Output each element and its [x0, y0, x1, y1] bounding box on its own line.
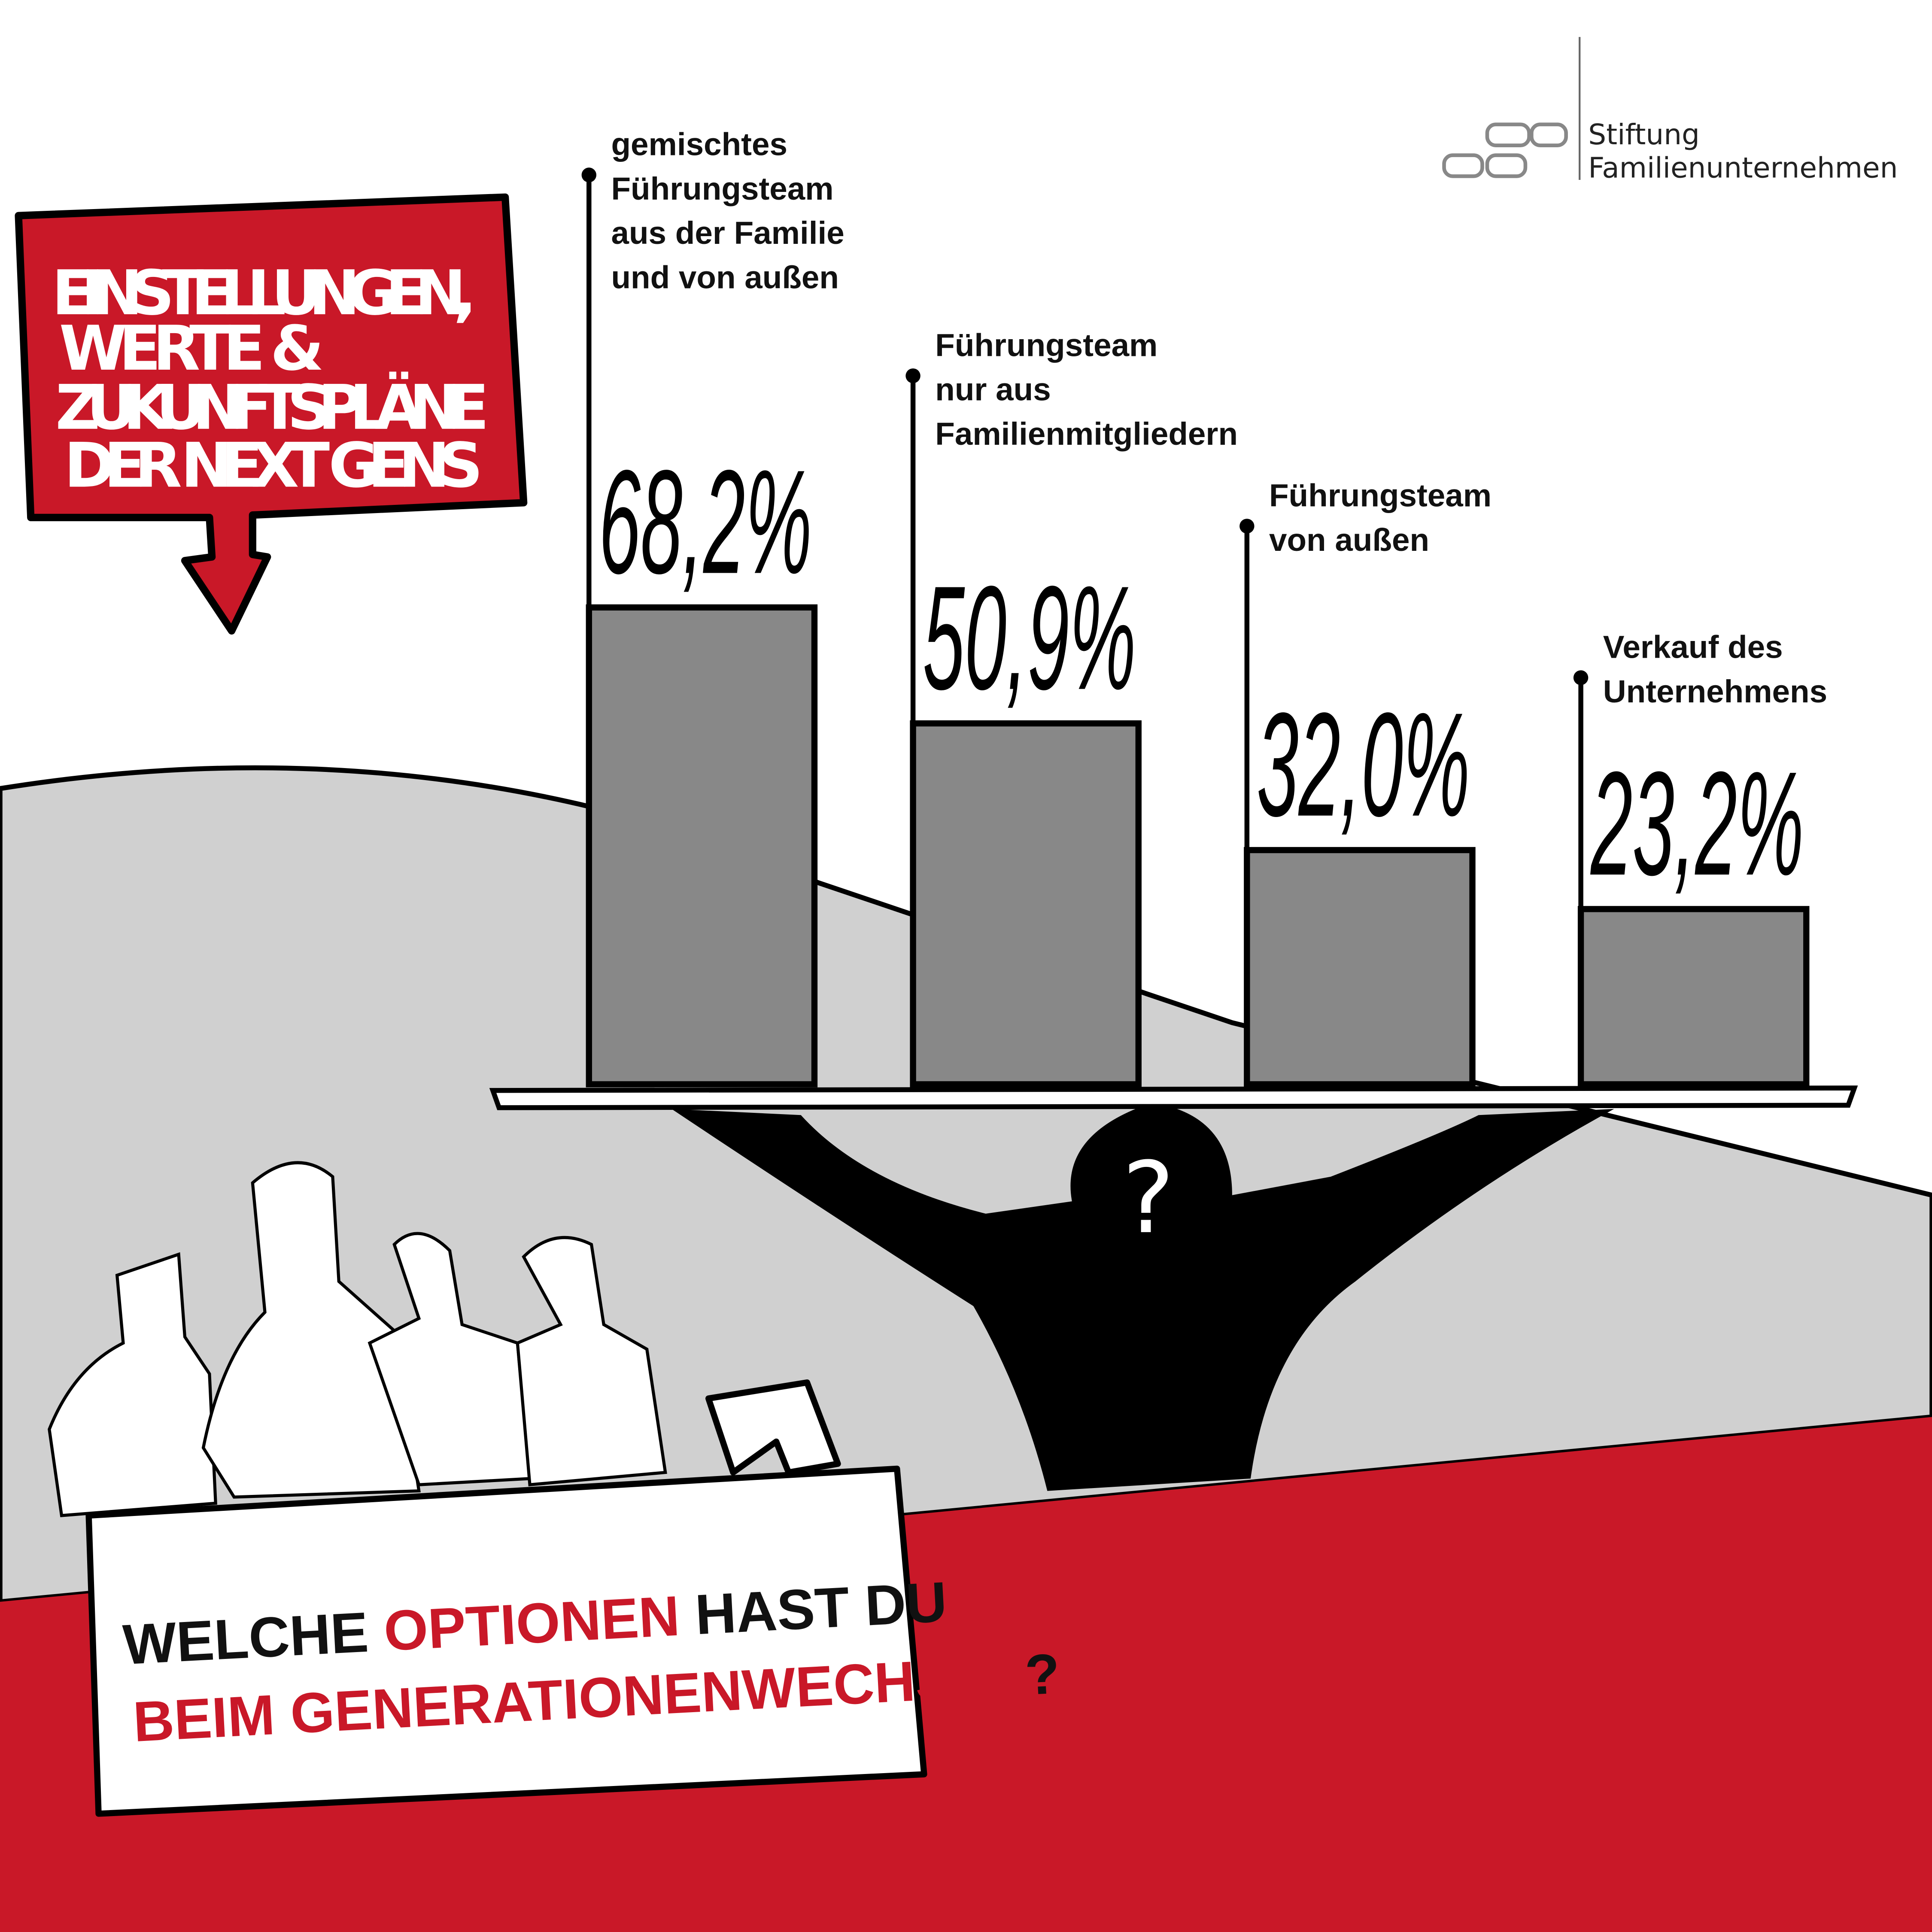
category-label-line: Führungsteam — [935, 327, 1157, 363]
bar — [1244, 847, 1476, 1088]
data-label: 50,9% — [923, 555, 1136, 720]
category-label-line: nur aus — [935, 371, 1051, 407]
tray — [489, 1085, 1858, 1110]
question-mark-icon: ? — [1122, 1141, 1175, 1256]
banner-line-3: ZUKUNFTSPLÄNE — [55, 372, 489, 444]
question-box: WELCHE OPTIONEN HAST DU BEIM GENERATIONE… — [85, 1379, 1061, 1817]
pointer-dot — [1573, 670, 1589, 685]
category-label-line: aus der Familie — [611, 215, 844, 251]
data-label: 68,2% — [599, 439, 812, 604]
logo-line2: Familienunternehmen — [1588, 151, 1898, 184]
people-group — [48, 1161, 667, 1517]
data-label: 23,2% — [1589, 741, 1804, 906]
bar — [1577, 906, 1810, 1088]
question-part-3: HAST DU — [678, 1570, 948, 1647]
question-part-5: ? — [1024, 1641, 1061, 1707]
bar-chart: 68,2% gemischtes Führungsteam aus der Famil… — [581, 126, 1827, 1088]
red-ground — [0, 1417, 1932, 1932]
pointer-dot — [905, 368, 920, 383]
category-label-line: und von außen — [611, 259, 839, 295]
category-label-line: Unternehmens — [1603, 673, 1827, 709]
banner-line-2: WERTE & — [59, 313, 324, 384]
title-banner: EINSTELLUNGEN, WERTE & ZUKUNFTSPLÄNE DER… — [15, 193, 528, 635]
data-label: 32,0% — [1257, 682, 1470, 847]
logo-line1: Stiftung — [1588, 118, 1700, 151]
banner-line-4: DER NEXT GENS — [64, 430, 483, 501]
category-label-line: Führungsteam — [611, 170, 833, 207]
question-part-1: WELCHE — [122, 1599, 386, 1677]
question-line-1: WELCHE OPTIONEN HAST DU — [122, 1570, 948, 1676]
category-label-line: Führungsteam — [1269, 477, 1492, 513]
category-label-line: von außen — [1269, 522, 1429, 558]
logo: Stiftung Familienunternehmen — [1442, 37, 1898, 184]
pointer-dot — [581, 167, 597, 182]
category-label-line: Familienmitgliedern — [935, 416, 1238, 452]
category-label-line: Verkauf des — [1603, 629, 1783, 665]
bar — [586, 604, 818, 1088]
question-part-2: OPTIONEN — [382, 1584, 681, 1663]
pointer-dot — [1239, 519, 1255, 534]
bar — [910, 720, 1142, 1088]
banner-line-1: EINSTELLUNGEN, — [52, 257, 477, 329]
strongman-silhouette: ? — [671, 1103, 1614, 1491]
category-label-line: gemischtes — [611, 126, 787, 162]
